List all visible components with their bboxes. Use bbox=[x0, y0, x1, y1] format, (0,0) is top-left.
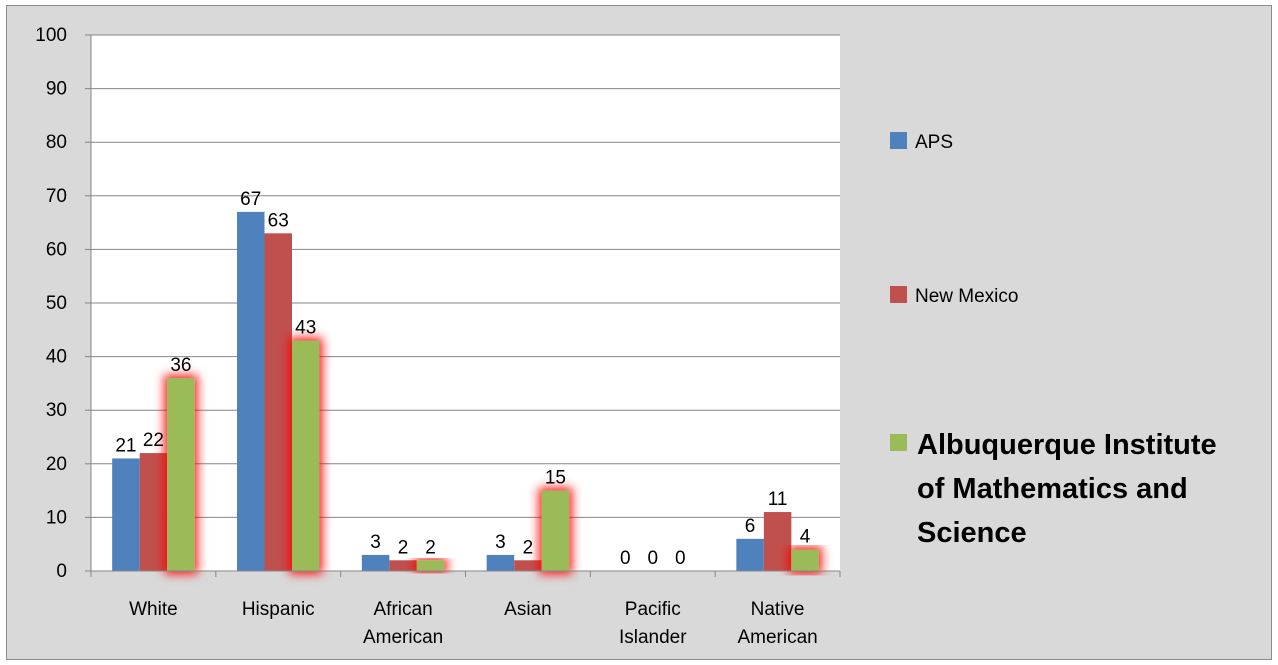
x-category-label: Asian bbox=[504, 599, 552, 620]
bars bbox=[112, 211, 819, 571]
y-tick-label: 80 bbox=[46, 132, 67, 153]
data-label: 43 bbox=[295, 318, 316, 339]
data-label: 67 bbox=[240, 189, 261, 210]
bar-aps bbox=[237, 211, 265, 571]
bar-albuquerque-institute-of-mathematics-and-science bbox=[791, 549, 819, 571]
data-label: 3 bbox=[370, 532, 381, 553]
axes bbox=[85, 34, 841, 577]
x-category-label: White bbox=[129, 599, 178, 620]
legend-swatch bbox=[890, 434, 907, 451]
bar-aps bbox=[112, 458, 140, 571]
data-label: 2 bbox=[398, 537, 409, 558]
data-label: 22 bbox=[143, 430, 164, 451]
y-tick-label: 30 bbox=[46, 400, 67, 421]
x-category-label: American bbox=[363, 627, 443, 648]
bar-aps bbox=[361, 554, 390, 571]
gridlines bbox=[91, 34, 840, 518]
y-tick-label: 90 bbox=[46, 79, 67, 100]
y-tick-label: 70 bbox=[46, 186, 67, 207]
data-label: 4 bbox=[800, 527, 811, 548]
bar-new-mexico bbox=[763, 512, 792, 571]
data-label: 36 bbox=[170, 355, 191, 376]
y-tick-label: 0 bbox=[56, 561, 67, 582]
legend-label: of Mathematics and bbox=[917, 473, 1188, 505]
y-tick-label: 20 bbox=[46, 454, 67, 475]
bar-aps bbox=[486, 554, 515, 571]
bar-albuquerque-institute-of-mathematics-and-science bbox=[292, 340, 320, 571]
legend: APS New Mexico Albuquerque Institute of Mat… bbox=[890, 132, 1217, 549]
x-category-label: American bbox=[737, 627, 817, 648]
data-label: 15 bbox=[545, 468, 566, 489]
bar-albuquerque-institute-of-mathematics-and-science bbox=[541, 490, 570, 571]
x-category-label: Pacific bbox=[625, 599, 681, 620]
bar-albuquerque-institute-of-mathematics-and-science bbox=[416, 560, 445, 571]
data-label: 11 bbox=[768, 489, 788, 510]
data-label: 6 bbox=[745, 516, 756, 537]
legend-label: APS bbox=[915, 132, 953, 153]
bar-albuquerque-institute-of-mathematics-and-science bbox=[167, 378, 195, 571]
bar-aps bbox=[736, 538, 764, 571]
legend-label: New Mexico bbox=[915, 286, 1018, 307]
legend-swatch bbox=[890, 286, 907, 303]
data-label: 21 bbox=[115, 435, 136, 456]
legend-label: Science bbox=[917, 517, 1027, 549]
data-label: 0 bbox=[675, 548, 686, 569]
x-category-label: Islander bbox=[619, 627, 687, 648]
x-category-label: African bbox=[374, 599, 433, 620]
data-label: 63 bbox=[268, 210, 289, 231]
data-label: 3 bbox=[495, 532, 506, 553]
bar-new-mexico bbox=[389, 560, 417, 571]
y-tick-label: 60 bbox=[46, 239, 67, 260]
data-label: 2 bbox=[425, 537, 436, 558]
bar-new-mexico bbox=[264, 233, 292, 571]
data-label: 0 bbox=[647, 548, 658, 569]
legend-swatch bbox=[890, 132, 907, 149]
data-label: 2 bbox=[523, 537, 534, 558]
x-category-label: Native bbox=[751, 599, 805, 620]
y-tick-label: 10 bbox=[46, 507, 67, 528]
y-tick-label: 40 bbox=[46, 347, 67, 368]
y-tick-label: 50 bbox=[46, 293, 67, 314]
legend-label: Albuquerque Institute bbox=[917, 429, 1217, 461]
x-category-label: Hispanic bbox=[242, 599, 315, 620]
data-label: 0 bbox=[620, 548, 631, 569]
y-tick-label: 100 bbox=[35, 25, 67, 46]
bar-new-mexico bbox=[514, 560, 542, 571]
bar-new-mexico bbox=[139, 453, 168, 571]
